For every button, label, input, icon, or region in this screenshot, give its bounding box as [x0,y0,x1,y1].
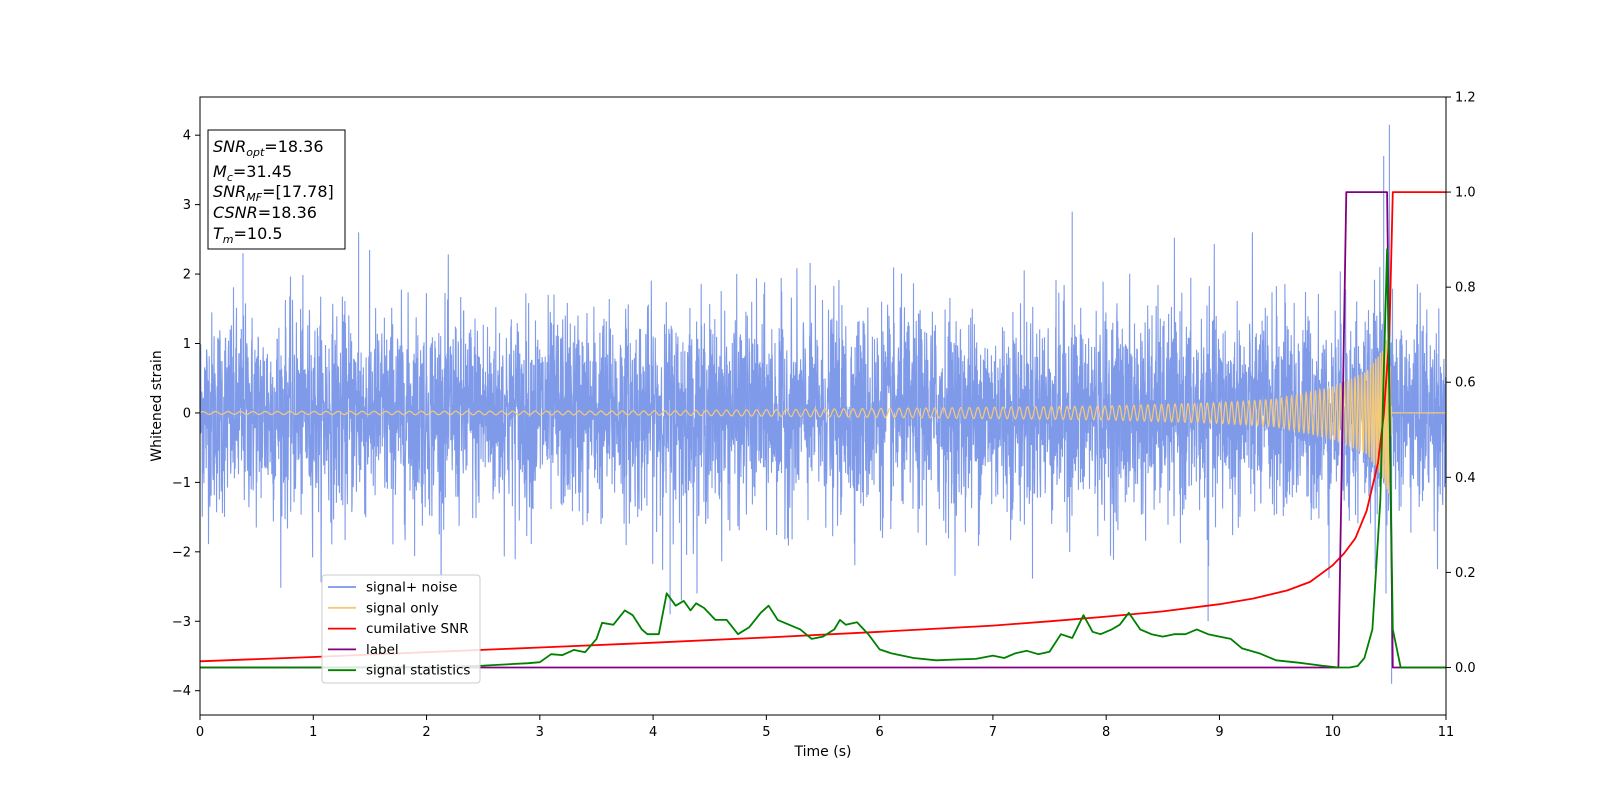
y-tick-label: −2 [172,545,191,560]
y-tick-label: 1 [183,337,191,352]
y-tick-label: 3 [183,198,191,213]
series-signal-noise [200,124,1446,684]
y-tick-label: 2 [183,268,191,283]
y2-tick-label: 0.6 [1455,376,1476,391]
annotation-line: SNRopt=18.36 [213,137,324,159]
x-tick-label: 1 [309,725,317,740]
y2-tick-label: 0.2 [1455,566,1476,581]
x-tick-label: 2 [422,725,430,740]
y-tick-label: 4 [183,129,191,144]
y-tick-label: −3 [172,615,191,630]
y-axis-label: Whitened strain [149,350,165,461]
x-tick-label: 4 [649,725,657,740]
legend-frame [321,574,481,684]
annotation-line: Mc=31.45 [213,162,292,184]
x-axis: 0 1 2 3 4 5 6 7 8 9 10 11 [196,715,1454,740]
series-cumulative-snr [200,191,1446,663]
annotation-line: SNRMF=[17.78] [213,182,334,204]
plot-frame [199,96,1447,716]
x-tick-label: 9 [1215,725,1223,740]
legend-label: label [366,642,399,658]
y2-tick-label: 0.4 [1455,471,1476,486]
legend: signal+ noise signal only cumilative SNR la… [321,574,481,684]
x-axis-label: Time (s) [794,744,852,760]
legend-label: signal statistics [366,663,470,679]
series-signal-statistics [200,248,1446,669]
x-tick-label: 11 [1438,725,1455,740]
y-axis-right: 0.0 0.2 0.4 0.6 0.8 1.0 1.2 [1446,91,1476,676]
annotation-line: CSNR=18.36 [213,203,317,222]
y-axis-left: −4 −3 −2 −1 0 1 2 3 4 [172,129,200,699]
legend-label: signal only [366,600,439,616]
y-tick-label: −1 [172,476,191,491]
x-tick-label: 0 [196,725,204,740]
y-tick-label: −4 [172,684,191,699]
x-tick-label: 8 [1102,725,1110,740]
legend-label: cumilative SNR [366,621,469,637]
y-tick-label: 0 [183,406,191,421]
y2-tick-label: 1.0 [1455,186,1476,201]
x-tick-label: 7 [989,725,997,740]
x-tick-label: 6 [875,725,883,740]
annotation-box: SNRopt=18.36 Mc=31.45SNRMF=[17.78]CSNR=18… [207,129,346,250]
series-signal-only [200,330,1446,494]
annotation-frame [207,129,346,250]
legend-label: signal+ noise [366,580,457,596]
annotation-line: Tm=10.5 [213,224,283,246]
x-tick-label: 3 [536,725,544,740]
plot-area [200,124,1446,684]
x-tick-label: 10 [1324,725,1341,740]
x-tick-label: 5 [762,725,770,740]
y2-tick-label: 0.8 [1455,281,1476,296]
y2-tick-label: 0.0 [1455,661,1476,676]
y2-tick-label: 1.2 [1455,91,1476,106]
